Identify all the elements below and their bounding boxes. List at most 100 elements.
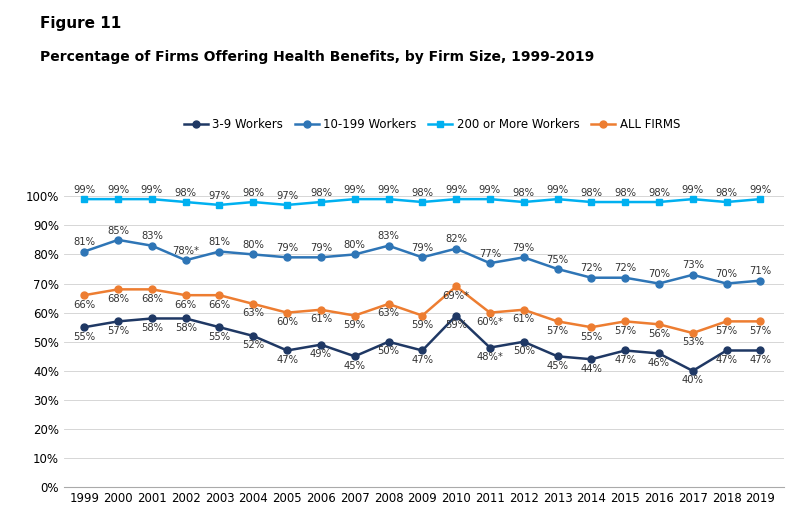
Text: 50%: 50% — [378, 346, 399, 356]
200 or More Workers — [114, 196, 123, 202]
200 or More Workers — [519, 199, 529, 205]
ALL FIRMS — [384, 301, 394, 307]
ALL FIRMS — [553, 318, 562, 324]
Text: 73%: 73% — [682, 260, 704, 270]
3-9 Workers — [654, 350, 664, 356]
10-199 Workers — [350, 252, 359, 258]
Text: 79%: 79% — [411, 243, 434, 253]
10-199 Workers — [755, 278, 765, 284]
Text: 58%: 58% — [174, 323, 197, 333]
3-9 Workers — [586, 356, 596, 363]
10-199 Workers — [181, 257, 190, 264]
Text: 55%: 55% — [209, 332, 230, 342]
Text: 45%: 45% — [546, 361, 569, 370]
Text: 59%: 59% — [445, 320, 467, 330]
ALL FIRMS — [451, 283, 461, 290]
Text: 80%: 80% — [344, 240, 366, 250]
Line: 200 or More Workers: 200 or More Workers — [81, 195, 764, 209]
Text: 40%: 40% — [682, 375, 704, 385]
3-9 Workers — [755, 347, 765, 354]
ALL FIRMS — [586, 324, 596, 330]
ALL FIRMS — [350, 312, 359, 319]
Text: 98%: 98% — [614, 188, 636, 198]
200 or More Workers — [451, 196, 461, 202]
3-9 Workers — [553, 353, 562, 359]
Text: 59%: 59% — [344, 320, 366, 330]
Text: 66%: 66% — [174, 300, 197, 310]
ALL FIRMS — [316, 307, 326, 313]
Text: 45%: 45% — [344, 361, 366, 370]
Text: 50%: 50% — [513, 346, 534, 356]
Text: Percentage of Firms Offering Health Benefits, by Firm Size, 1999-2019: Percentage of Firms Offering Health Bene… — [40, 50, 594, 64]
200 or More Workers — [755, 196, 765, 202]
Text: 79%: 79% — [513, 243, 534, 253]
Text: 63%: 63% — [378, 308, 399, 318]
200 or More Workers — [553, 196, 562, 202]
200 or More Workers — [418, 199, 427, 205]
Text: 68%: 68% — [141, 294, 163, 304]
Text: 61%: 61% — [513, 314, 534, 324]
Text: 49%: 49% — [310, 349, 332, 359]
200 or More Workers — [586, 199, 596, 205]
Text: 98%: 98% — [174, 188, 197, 198]
200 or More Workers — [249, 199, 258, 205]
Text: 66%: 66% — [74, 300, 95, 310]
3-9 Workers — [722, 347, 731, 354]
Text: 72%: 72% — [614, 264, 636, 274]
3-9 Workers — [350, 353, 359, 359]
200 or More Workers — [620, 199, 630, 205]
ALL FIRMS — [282, 310, 292, 316]
10-199 Workers — [519, 254, 529, 260]
Text: 57%: 57% — [614, 326, 636, 336]
Text: 63%: 63% — [242, 308, 264, 318]
Text: 98%: 98% — [513, 188, 534, 198]
ALL FIRMS — [654, 321, 664, 328]
Text: 46%: 46% — [648, 358, 670, 368]
3-9 Workers — [316, 342, 326, 348]
10-199 Workers — [418, 254, 427, 260]
3-9 Workers — [282, 347, 292, 354]
Text: 98%: 98% — [648, 188, 670, 198]
Text: 48%*: 48%* — [477, 352, 503, 362]
Text: 99%: 99% — [107, 185, 129, 195]
Text: 82%: 82% — [445, 234, 467, 244]
Text: 81%: 81% — [74, 237, 95, 247]
200 or More Workers — [214, 202, 224, 208]
Text: 55%: 55% — [580, 332, 602, 342]
200 or More Workers — [350, 196, 359, 202]
Text: 98%: 98% — [411, 188, 434, 198]
ALL FIRMS — [519, 307, 529, 313]
Text: 70%: 70% — [648, 269, 670, 279]
Text: 99%: 99% — [479, 185, 501, 195]
10-199 Workers — [114, 237, 123, 243]
Line: 10-199 Workers: 10-199 Workers — [81, 236, 764, 287]
3-9 Workers — [181, 315, 190, 322]
ALL FIRMS — [620, 318, 630, 324]
10-199 Workers — [214, 248, 224, 255]
Text: 60%: 60% — [276, 317, 298, 327]
3-9 Workers — [418, 347, 427, 354]
Text: 83%: 83% — [378, 231, 399, 242]
Text: 98%: 98% — [310, 188, 332, 198]
Text: 59%: 59% — [411, 320, 434, 330]
Text: 78%*: 78%* — [172, 246, 199, 256]
Line: 3-9 Workers: 3-9 Workers — [81, 312, 764, 374]
200 or More Workers — [485, 196, 494, 202]
Text: 57%: 57% — [546, 326, 569, 336]
200 or More Workers — [654, 199, 664, 205]
Text: 98%: 98% — [580, 188, 602, 198]
Text: 47%: 47% — [411, 355, 434, 365]
Text: 47%: 47% — [614, 355, 636, 365]
Line: ALL FIRMS: ALL FIRMS — [81, 283, 764, 336]
200 or More Workers — [147, 196, 157, 202]
Text: 47%: 47% — [750, 355, 771, 365]
10-199 Workers — [282, 254, 292, 260]
Text: 99%: 99% — [141, 185, 163, 195]
3-9 Workers — [688, 368, 698, 374]
Text: 61%: 61% — [310, 314, 332, 324]
ALL FIRMS — [181, 292, 190, 298]
Text: 44%: 44% — [580, 364, 602, 374]
Text: 79%: 79% — [310, 243, 332, 253]
3-9 Workers — [620, 347, 630, 354]
Text: 58%: 58% — [141, 323, 163, 333]
